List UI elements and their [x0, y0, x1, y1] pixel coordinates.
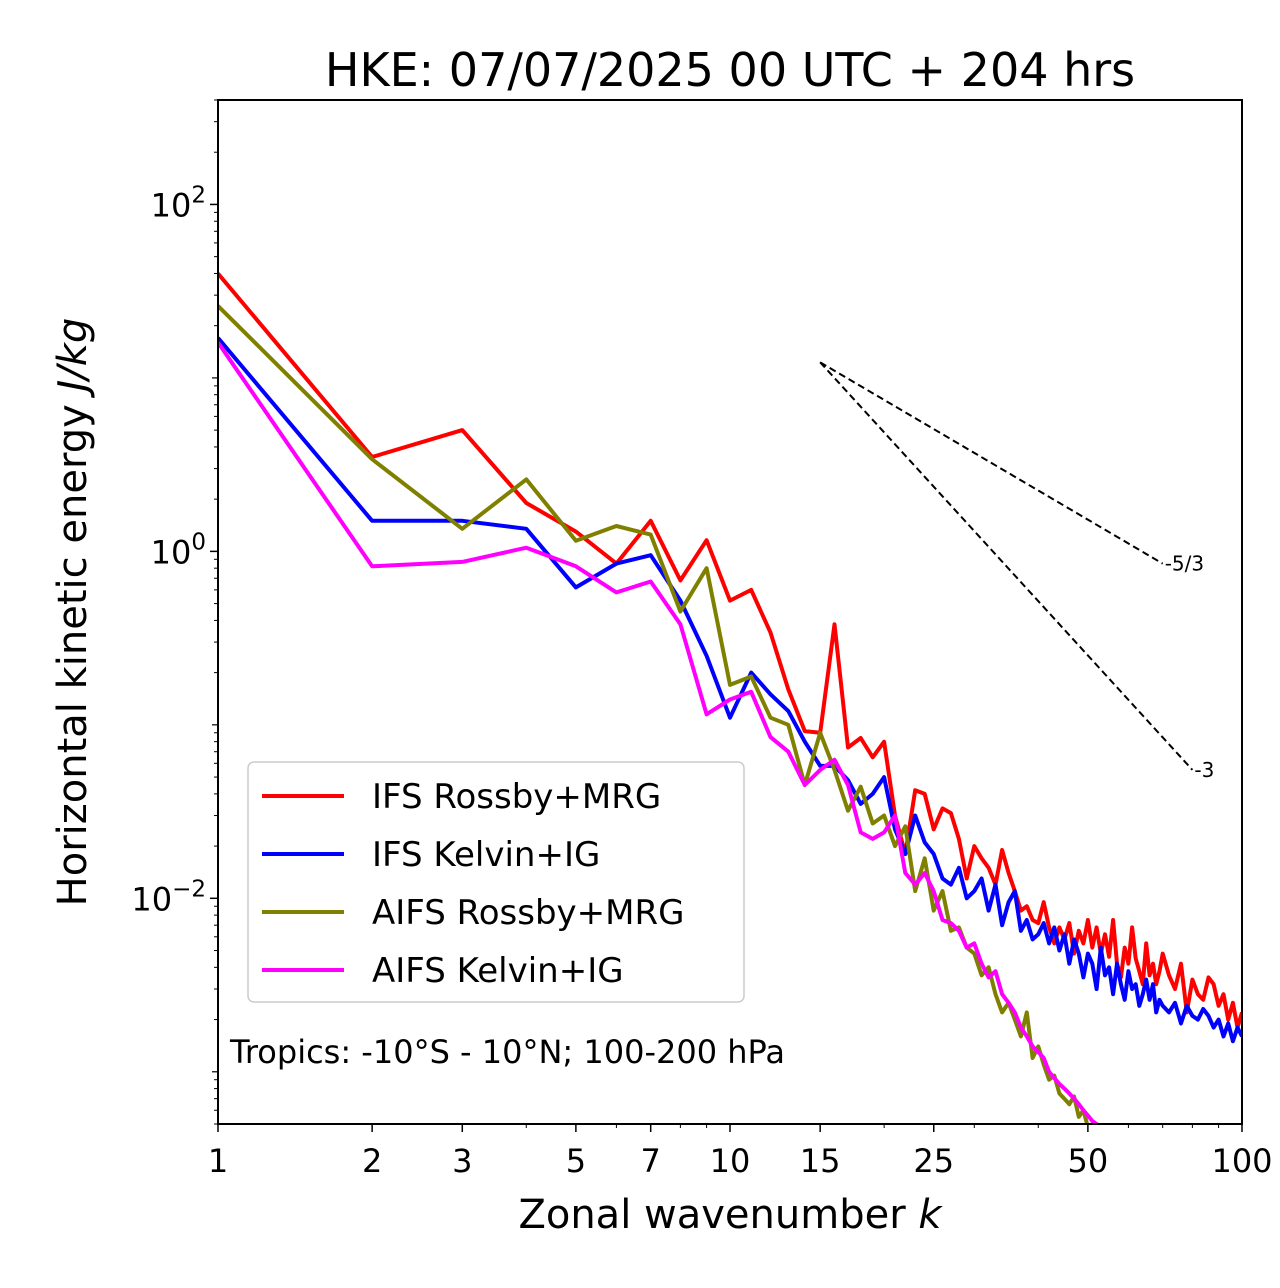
x-tick-label-4: 7	[641, 1142, 661, 1180]
slope-label-1: -3	[1194, 758, 1214, 782]
x-tick-label-0: 1	[208, 1142, 228, 1180]
x-tick-label-3: 5	[566, 1142, 586, 1180]
axis-ticks: 1 2 3 5 7 10 15 25 50 100 102 100 10−2	[131, 99, 1273, 1180]
series-line-3	[218, 341, 1100, 1124]
x-tick-label-7: 25	[913, 1142, 954, 1180]
legend-label-0: IFS Rossby+MRG	[372, 777, 661, 817]
x-tick-label-9: 100	[1211, 1142, 1272, 1180]
region-annotation: Tropics: -10°S - 10°N; 100-200 hPa	[229, 1033, 785, 1071]
y-tick-label-0: 102	[151, 182, 206, 224]
legend-label-2: AIFS Rossby+MRG	[372, 893, 684, 933]
x-tick-label-8: 50	[1068, 1142, 1109, 1180]
legend-box	[247, 761, 745, 1003]
plot-frame	[217, 99, 1243, 1125]
chart-title: HKE: 07/07/2025 00 UTC + 204 hrs	[325, 43, 1135, 97]
legend: IFS Rossby+MRG IFS Kelvin+IG AIFS Rossby+M…	[247, 761, 745, 1003]
x-tick-label-1: 2	[362, 1142, 382, 1180]
series-group	[218, 272, 1242, 1124]
reference-lines: -5/3 -3	[819, 361, 1214, 782]
x-axis-label: Zonal wavenumber k	[518, 1192, 943, 1238]
x-tick-label-5: 10	[710, 1142, 751, 1180]
y-tick-label-1: 100	[151, 529, 206, 571]
slope-line-1	[819, 361, 1194, 771]
slope-line-0	[819, 361, 1164, 565]
x-tick-label-6: 15	[800, 1142, 841, 1180]
legend-label-3: AIFS Kelvin+IG	[372, 951, 624, 991]
x-tick-label-2: 3	[452, 1142, 472, 1180]
slope-label-0: -5/3	[1165, 552, 1204, 576]
legend-label-1: IFS Kelvin+IG	[372, 835, 600, 875]
y-tick-label-2: 10−2	[131, 876, 206, 918]
y-axis-label: Horizontal kinetic energy J/kg	[50, 318, 96, 907]
legend-items: IFS Rossby+MRG IFS Kelvin+IG AIFS Rossby+M…	[262, 777, 684, 991]
series-line-1	[218, 336, 1242, 1044]
